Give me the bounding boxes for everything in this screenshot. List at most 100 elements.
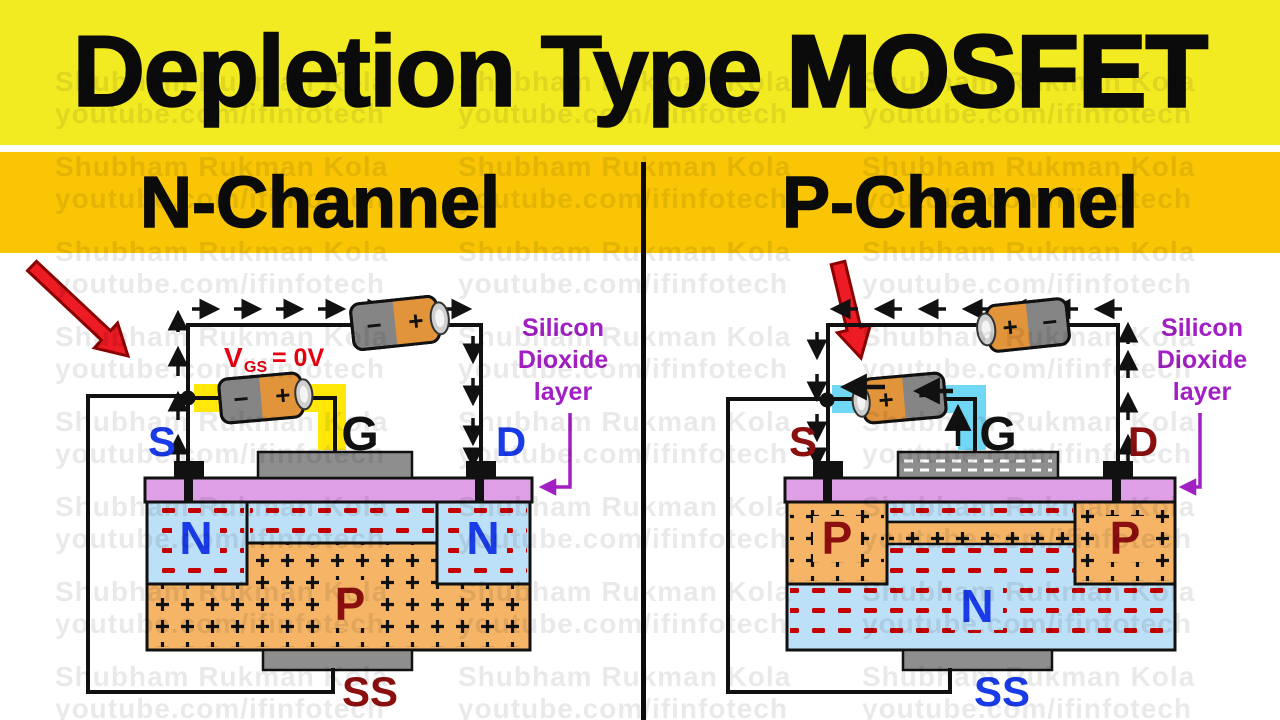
oxide-callout: Silicon Dioxide layer (518, 314, 608, 496)
junction-dot (180, 390, 196, 406)
p-gate-current-arrows (839, 373, 972, 446)
drain-terminal-label: D (496, 418, 526, 465)
gate-electrode (256, 450, 414, 480)
strip-charges (889, 503, 1073, 521)
gate-battery: − + (217, 371, 314, 425)
battery-plus-sign: + (407, 305, 425, 336)
substrate-return-wire (86, 394, 335, 694)
n-mosfet-structure (143, 450, 534, 672)
title-part2: MOSFET (785, 14, 1209, 130)
n-drain-region (435, 500, 532, 586)
gate-wire (190, 396, 337, 453)
battery-plus-sign: + (274, 379, 292, 410)
p-flow-arrows (806, 298, 1139, 469)
drain-source-loop-wire (186, 323, 483, 464)
p-source-region (785, 500, 889, 586)
p-source-charges (790, 505, 884, 581)
substrate-contact (901, 648, 1054, 672)
label-gap (323, 580, 377, 628)
battery-minus-sign: − (917, 379, 935, 410)
channel-banner: N-Channel P-Channel (0, 152, 1280, 253)
n-drain-charges (440, 505, 527, 581)
n-body-region (785, 500, 1177, 652)
p-channel-panel: + − + − S G D (726, 259, 1247, 715)
substrate-terminal-label: SS (974, 668, 1030, 715)
oxide-label-line2: Dioxide (518, 346, 608, 374)
oxide-label-line3: layer (1173, 378, 1232, 406)
surface-electron-strip (885, 500, 1077, 524)
n-flow-arrows (167, 298, 484, 469)
junction-dot (819, 392, 835, 408)
p-drain-label: P (1110, 512, 1141, 564)
oxide-pointer-arrow (1178, 413, 1202, 496)
substrate-contact (261, 648, 414, 672)
label-gap (1101, 516, 1149, 562)
n-source-label: N (179, 512, 212, 564)
label-gap (813, 516, 861, 562)
label-gap (459, 516, 507, 562)
oxide-callout: Silicon Dioxide layer (1157, 314, 1247, 496)
battery-plus-sign: + (1001, 311, 1019, 342)
p-channel-header: P-Channel (781, 162, 1139, 244)
gate-loop-highlight-cyan (832, 385, 986, 450)
vgs-value: = 0V (272, 344, 324, 372)
gate-battery: + − (851, 371, 948, 425)
p-drain-region (1073, 500, 1177, 586)
battery-tip (429, 301, 450, 336)
gate-electrode (896, 450, 1060, 480)
battery-tip (851, 385, 871, 418)
p-source-label: P (822, 512, 853, 564)
n-channel-panel: − + − + V GS = 0V S G D SS N N (25, 259, 608, 715)
drain-battery: − + (349, 295, 450, 351)
gate-wire (828, 397, 977, 453)
battery-tip (976, 312, 997, 347)
p-contact-pads (813, 461, 1133, 501)
n-body-charges (790, 505, 1172, 647)
drain-terminal-label: D (1128, 418, 1158, 465)
n-drain-label: N (466, 512, 499, 564)
p-channel-strip (885, 520, 1077, 546)
p-circuit-wires (726, 323, 1120, 694)
oxide-label-line1: Silicon (1161, 314, 1243, 342)
n-circuit-wires (86, 323, 483, 694)
oxide-layer (143, 476, 534, 504)
oxide-label-line2: Dioxide (1157, 346, 1247, 374)
p-body-label: P (335, 578, 366, 630)
label-gap (172, 516, 220, 562)
n-channel-header: N-Channel (139, 162, 501, 244)
red-pointer-arrow (25, 259, 131, 359)
vgs-subscript: GS (244, 359, 267, 376)
panel-divider (641, 162, 646, 720)
oxide-layer (783, 476, 1177, 504)
oxide-label-line3: layer (534, 378, 593, 406)
source-terminal-label: S (789, 418, 817, 465)
oxide-label-line1: Silicon (522, 314, 604, 342)
title-banner: Depletion Type MOSFET (0, 0, 1280, 145)
p-body-region (145, 500, 532, 652)
substrate-return-wire (726, 397, 952, 694)
source-terminal-label: S (148, 418, 176, 465)
battery-minus-sign: − (1041, 306, 1059, 337)
drain-battery: + − (976, 297, 1071, 353)
n-source-charges (150, 505, 244, 581)
p-drain-charges (1078, 505, 1172, 581)
gate-terminal-label: G (979, 408, 1016, 461)
p-channel-charges (889, 523, 1073, 543)
gate-loop-highlight-yellow (194, 384, 346, 450)
n-source-region (145, 500, 249, 586)
label-gap (951, 582, 1003, 630)
n-contact-pads (174, 461, 496, 501)
